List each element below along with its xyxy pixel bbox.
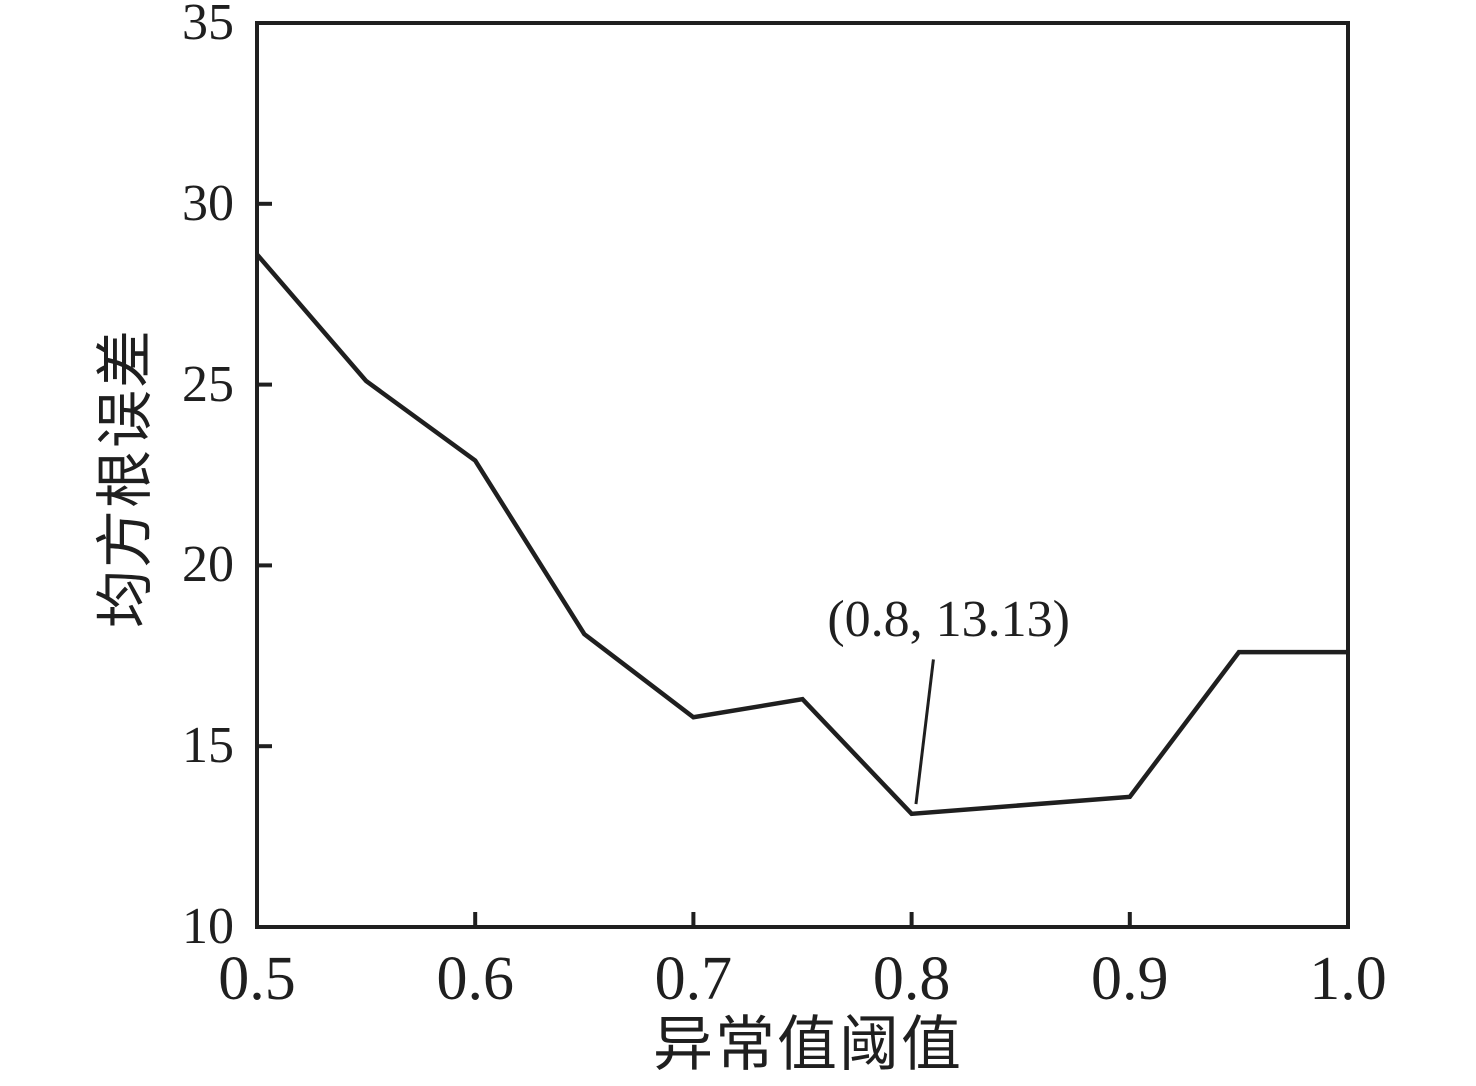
- y-tick-label: 10: [182, 898, 234, 955]
- annotation-leader-line: [914, 659, 935, 805]
- y-tick-label: 35: [182, 0, 234, 51]
- plot-frame: [255, 21, 1350, 929]
- tick-marks: [255, 21, 1350, 929]
- x-tick-label: 0.8: [872, 945, 951, 1013]
- y-axis-title: 均方根误差: [93, 327, 159, 629]
- y-tick-label: 25: [182, 355, 234, 413]
- x-tick-label: 0.6: [436, 945, 514, 1013]
- min-point-annotation: (0.8, 13.13): [827, 590, 1071, 648]
- x-axis-title: 异常值阈值: [653, 1012, 963, 1078]
- x-tick-label: 1.0: [1309, 945, 1387, 1013]
- y-tick-label: 15: [182, 717, 234, 775]
- x-tick-label: 0.7: [654, 945, 733, 1013]
- x-tick-label: 0.9: [1091, 945, 1169, 1013]
- y-tick-label: 30: [182, 174, 234, 232]
- series-line: [255, 252, 1348, 817]
- y-tick-label: 20: [182, 536, 234, 594]
- x-tick-label: 0.5: [218, 945, 296, 1013]
